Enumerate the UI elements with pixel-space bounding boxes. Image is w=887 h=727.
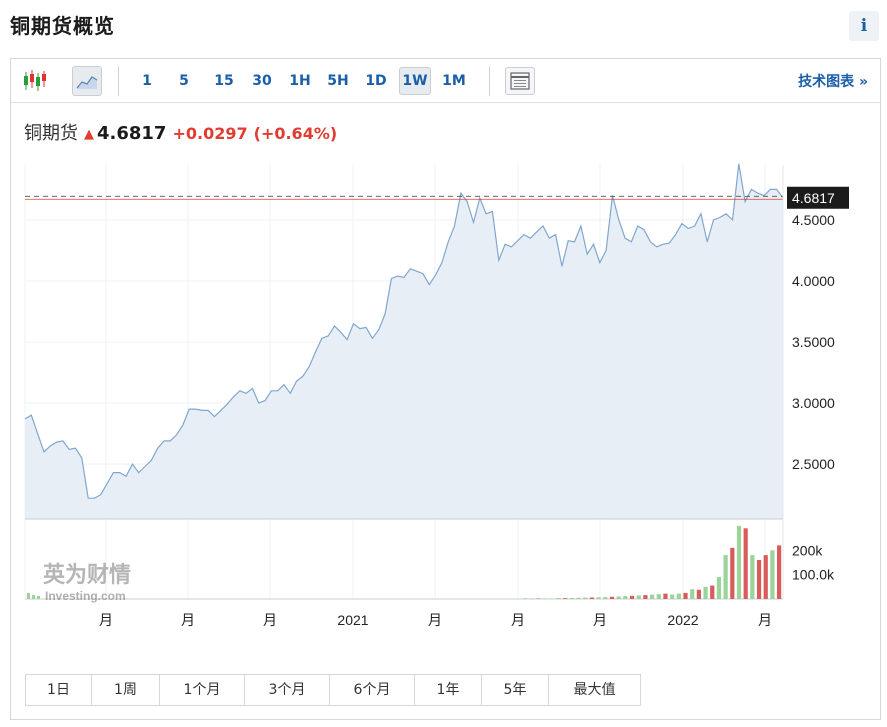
last-price: 4.6817 bbox=[97, 123, 167, 144]
volume-bar bbox=[650, 594, 655, 599]
x-tick-label: 2021 bbox=[337, 612, 368, 628]
volume-bar bbox=[529, 598, 534, 599]
x-tick-label: 月 bbox=[593, 612, 607, 628]
timeframe-30[interactable]: 30 bbox=[252, 73, 272, 89]
timeframe-1w[interactable]: 1W bbox=[399, 67, 431, 95]
volume-bar bbox=[609, 596, 615, 599]
x-tick-label: 月 bbox=[263, 612, 277, 628]
volume-bar bbox=[683, 592, 688, 599]
volume-tick-label: 200k bbox=[792, 542, 823, 558]
timeframe-5h[interactable]: 5H bbox=[327, 73, 349, 89]
volume-bar bbox=[603, 597, 608, 599]
range-1y-button[interactable]: 1年 bbox=[415, 675, 482, 705]
volume-bar bbox=[730, 547, 735, 599]
volume-bar bbox=[736, 525, 742, 599]
volume-bar bbox=[756, 560, 762, 599]
volume-bar bbox=[770, 550, 775, 599]
range-selector: 1日 1周 1个月 3个月 6个月 1年 5年 最大值 bbox=[25, 674, 641, 706]
volume-bar bbox=[777, 545, 782, 599]
volume-bar bbox=[656, 594, 661, 599]
volume-bar bbox=[32, 595, 35, 599]
range-6m-button[interactable]: 6个月 bbox=[330, 675, 415, 705]
volume-bar bbox=[576, 597, 581, 599]
volume-bar bbox=[583, 597, 588, 599]
volume-bar bbox=[716, 577, 722, 599]
x-tick-label: 月 bbox=[511, 612, 525, 628]
volume-bar bbox=[556, 598, 561, 599]
timeframe-1d[interactable]: 1D bbox=[365, 73, 387, 89]
range-3m-button[interactable]: 3个月 bbox=[245, 675, 330, 705]
volume-bar bbox=[676, 593, 681, 599]
timeframe-15[interactable]: 15 bbox=[214, 73, 234, 89]
timeframe-1m[interactable]: 1M bbox=[442, 73, 466, 89]
volume-bar bbox=[670, 594, 675, 599]
y-tick-label: 3.5000 bbox=[792, 334, 835, 350]
tech-chart-link[interactable]: 技术图表 » bbox=[798, 74, 868, 90]
up-arrow-icon: ▲ bbox=[84, 127, 94, 142]
price-change: +0.0297 bbox=[172, 124, 248, 143]
volume-bar bbox=[569, 597, 574, 599]
volume-tick-label: 100.0k bbox=[792, 567, 835, 583]
range-5y-button[interactable]: 5年 bbox=[482, 675, 549, 705]
timeframe-5[interactable]: 5 bbox=[179, 73, 189, 89]
area-chart-icon[interactable] bbox=[72, 66, 102, 96]
volume-bar bbox=[629, 595, 635, 599]
volume-bar bbox=[710, 585, 715, 599]
table-icon[interactable] bbox=[505, 67, 535, 95]
volume-bar bbox=[596, 597, 601, 599]
range-max-button[interactable]: 最大值 bbox=[549, 675, 640, 705]
price-chart[interactable]: 2.5000 3.0000 3.5000 4.0000 4.5000 4.6817 200k… bbox=[11, 59, 880, 659]
watermark-logo: 英为财情 bbox=[43, 562, 131, 588]
volume-bar bbox=[743, 528, 748, 599]
y-tick-label: 2.5000 bbox=[792, 456, 835, 472]
volume-bar bbox=[37, 596, 40, 599]
price-area bbox=[25, 163, 783, 520]
chart-toolbar: 1 5 15 30 1H 5H 1D 1W 1M 技术图表 » bbox=[11, 59, 880, 103]
last-price-tag-label: 4.6817 bbox=[792, 190, 835, 206]
info-button[interactable]: i bbox=[849, 11, 879, 41]
range-1w-button[interactable]: 1周 bbox=[92, 675, 160, 705]
volume-bar bbox=[690, 589, 695, 599]
volume-bar bbox=[563, 598, 568, 599]
volume-bar bbox=[623, 596, 628, 599]
volume-bar bbox=[763, 555, 768, 599]
toolbar-divider bbox=[118, 66, 119, 96]
volume-bar bbox=[616, 596, 621, 599]
volume-bar bbox=[543, 598, 548, 599]
x-tick-label: 月 bbox=[181, 612, 195, 628]
instrument-name: 铜期货 bbox=[24, 123, 78, 144]
watermark-text: Investing.com bbox=[45, 589, 126, 603]
volume-bar bbox=[703, 586, 708, 599]
volume-bar bbox=[723, 555, 728, 599]
volume-bar bbox=[663, 593, 668, 599]
quote-row: 铜期货 ▲ 4.6817 +0.0297 (+0.64%) bbox=[24, 119, 337, 145]
price-line bbox=[24, 163, 784, 499]
x-tick-label: 月 bbox=[99, 612, 113, 628]
last-price-tag bbox=[787, 186, 849, 209]
volume-bar bbox=[523, 598, 528, 599]
range-1m-button[interactable]: 1个月 bbox=[160, 675, 245, 705]
volume-bar bbox=[696, 589, 701, 599]
x-tick-label: 月 bbox=[428, 612, 442, 628]
x-tick-label: 2022 bbox=[667, 612, 698, 628]
price-change-pct: (+0.64%) bbox=[253, 124, 338, 143]
volume-bar bbox=[589, 597, 595, 599]
timeframe-1[interactable]: 1 bbox=[142, 73, 152, 89]
y-tick-label: 4.0000 bbox=[792, 273, 835, 289]
volume-bar bbox=[636, 595, 641, 599]
volume-bar bbox=[643, 595, 648, 599]
range-1d-button[interactable]: 1日 bbox=[26, 675, 92, 705]
chart-panel: 1 5 15 30 1H 5H 1D 1W 1M 技术图表 » 铜期货 ▲ 4.68… bbox=[10, 58, 881, 720]
volume-bar bbox=[750, 555, 755, 599]
volume-bar bbox=[27, 593, 30, 599]
page-title: 铜期货概览 bbox=[10, 14, 115, 38]
timeframe-1h[interactable]: 1H bbox=[289, 73, 311, 89]
x-tick-label: 月 bbox=[758, 612, 772, 628]
y-tick-label: 4.5000 bbox=[792, 212, 835, 228]
toolbar-divider bbox=[489, 66, 490, 96]
candlestick-icon[interactable] bbox=[20, 66, 50, 96]
y-tick-label: 3.0000 bbox=[792, 395, 835, 411]
